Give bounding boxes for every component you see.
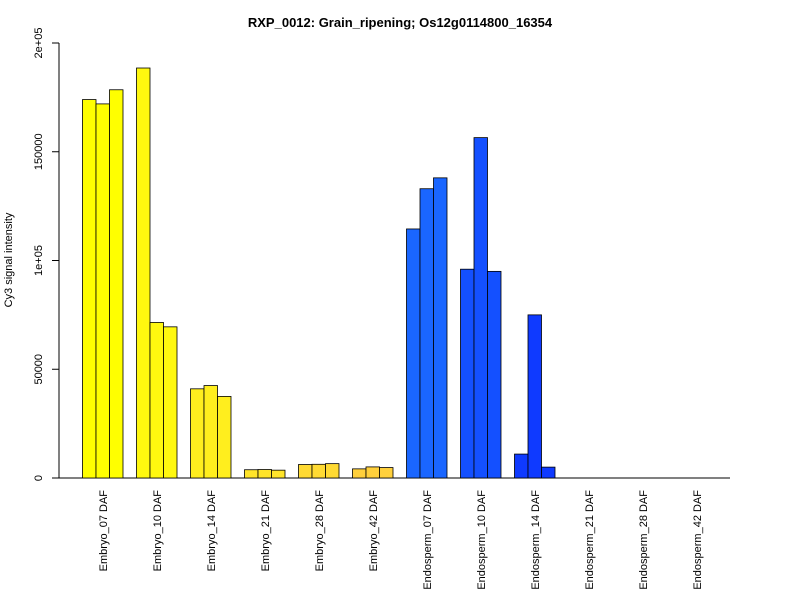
bar	[244, 469, 259, 479]
bar	[473, 137, 488, 479]
bar	[217, 396, 232, 479]
x-tick-label: Endosperm_42 DAF	[692, 490, 704, 590]
bar	[136, 67, 151, 479]
y-tick-label: 150000	[33, 133, 45, 170]
x-tick-label: Endosperm_10 DAF	[476, 490, 488, 590]
x-tick-label: Endosperm_14 DAF	[530, 490, 542, 590]
bar	[379, 467, 394, 479]
x-tick-label: Embryo_42 DAF	[368, 490, 380, 572]
x-tick-label: Endosperm_07 DAF	[422, 490, 434, 590]
chart-title: RXP_0012: Grain_ripening; Os12g0114800_1…	[248, 15, 553, 30]
bar	[163, 326, 178, 479]
y-axis-title: Cy3 signal intensity	[3, 212, 15, 307]
bar	[325, 463, 340, 479]
bar	[298, 464, 313, 479]
x-tick-label: Embryo_07 DAF	[98, 490, 110, 572]
bars	[82, 67, 556, 479]
y-tick-label: 1e+05	[33, 245, 45, 276]
x-tick-label: Embryo_28 DAF	[314, 490, 326, 572]
y-tick-label: 50000	[33, 354, 45, 385]
bar	[460, 268, 475, 479]
bar	[109, 89, 124, 479]
bar	[82, 99, 97, 479]
bar	[365, 466, 380, 479]
x-tick-label: Embryo_14 DAF	[206, 490, 218, 572]
bar	[190, 388, 205, 479]
y-tick-label: 2e+05	[33, 28, 45, 59]
bar	[271, 469, 286, 479]
bar	[487, 270, 502, 479]
y-ticks: 0 50000 1e+05 150000 2e+05	[33, 28, 59, 481]
x-tick-label: Embryo_10 DAF	[152, 490, 164, 572]
x-tick-labels: Embryo_07 DAF Embryo_10 DAF Embryo_14 DAF E…	[98, 490, 704, 590]
bar	[541, 466, 556, 479]
bar	[311, 463, 326, 479]
bar	[406, 228, 421, 479]
bar	[514, 453, 529, 479]
x-tick-label: Embryo_21 DAF	[260, 490, 272, 572]
bar	[257, 469, 272, 479]
bar	[352, 468, 367, 479]
bar	[527, 314, 542, 479]
x-tick-label: Endosperm_28 DAF	[638, 490, 650, 590]
bar	[419, 188, 434, 479]
bar	[95, 103, 110, 479]
x-tick-label: Endosperm_21 DAF	[584, 490, 596, 590]
bar	[149, 322, 164, 479]
y-tick-label: 0	[33, 475, 45, 481]
bar	[203, 385, 218, 479]
bar	[433, 177, 448, 479]
